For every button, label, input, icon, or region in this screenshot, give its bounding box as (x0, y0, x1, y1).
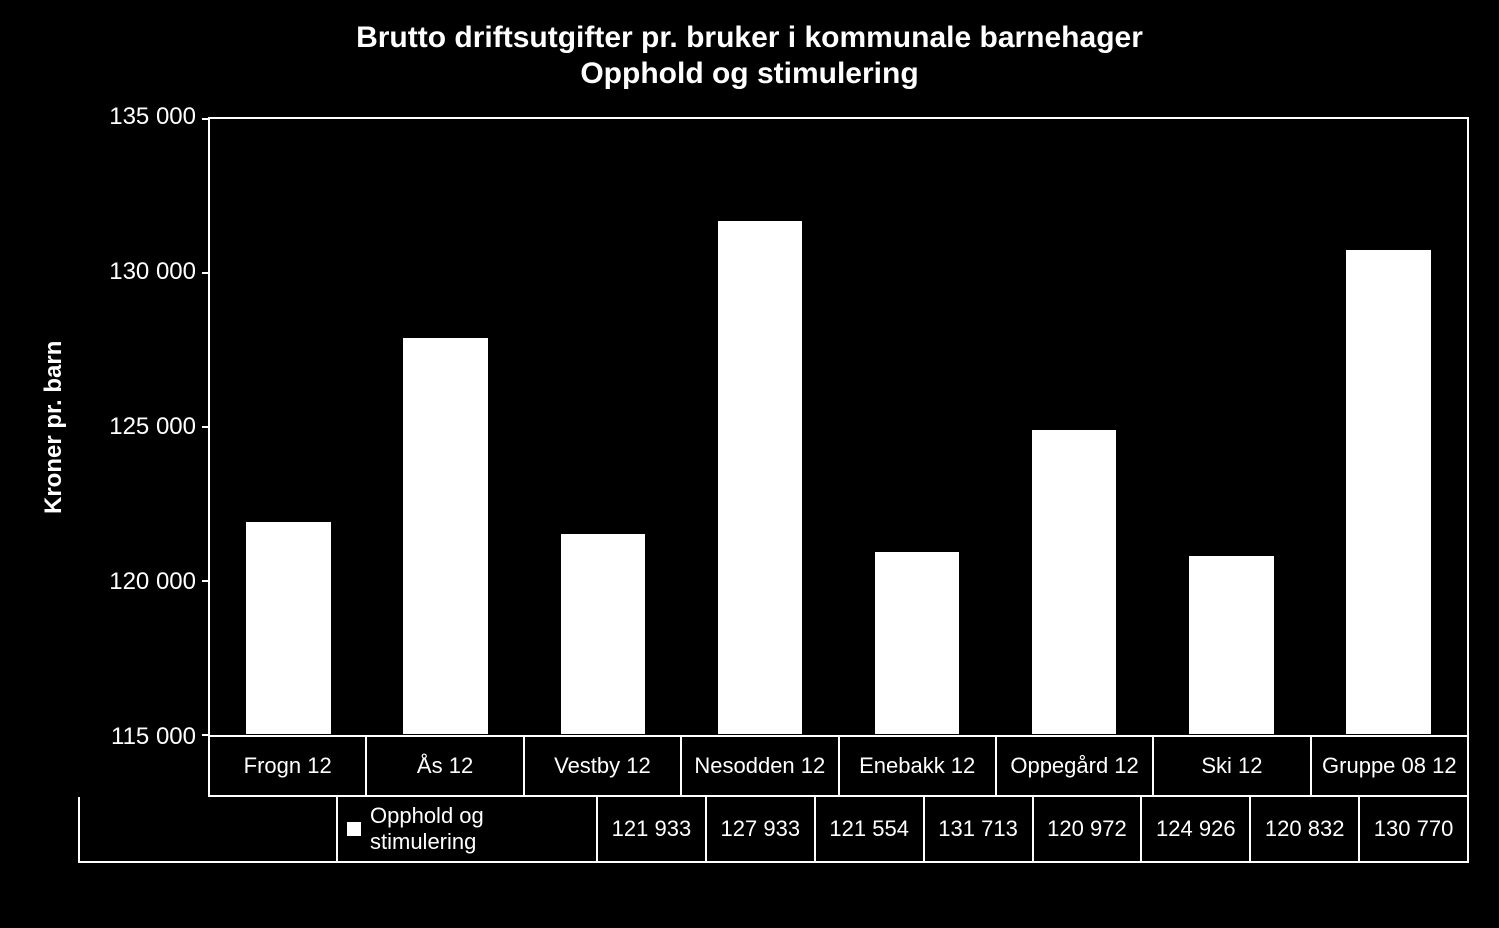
y-tick-mark (202, 580, 210, 582)
bar-slot (681, 119, 838, 735)
y-tick-label: 130 000 (109, 258, 196, 286)
y-tick-label: 135 000 (109, 103, 196, 131)
axis-area: 115 000120 000125 000130 000135 000 (78, 117, 1469, 737)
y-tick-mark (202, 426, 210, 428)
series-legend: Opphold og stimulering (338, 797, 598, 861)
title-line-1: Brutto driftsutgifter pr. bruker i kommu… (30, 20, 1469, 56)
y-tick-mark (202, 272, 210, 274)
y-tick-label: 125 000 (109, 413, 196, 441)
data-cell: 124 926 (1140, 797, 1249, 861)
bar (245, 521, 331, 735)
y-ticks: 115 000120 000125 000130 000135 000 (78, 117, 208, 737)
y-tick-mark (202, 118, 210, 120)
legend-swatch-icon (346, 821, 362, 837)
x-tick-labels: Frogn 12Ås 12Vestby 12Nesodden 12Enebakk… (208, 737, 1469, 797)
bar (560, 533, 646, 735)
bar (402, 337, 488, 735)
y-tick-label: 115 000 (111, 723, 196, 751)
x-tick-label: Ås 12 (365, 737, 522, 795)
plot-wrapper: Kroner pr. barn 115 000 120 000 125 000 130… (30, 117, 1469, 867)
y-tick-mark (202, 734, 210, 736)
x-tick-label: Gruppe 08 12 (1310, 737, 1467, 795)
series-legend-label: Opphold og stimulering (370, 803, 588, 855)
data-cell: 121 554 (814, 797, 923, 861)
x-tick-label: Frogn 12 (210, 737, 365, 795)
plot-body: 115 000120 000125 000130 000135 000 Frog… (78, 117, 1469, 867)
data-row: Opphold og stimulering 121 933127 933121… (338, 797, 1469, 863)
bar-slot (996, 119, 1153, 735)
y-tick-label: 120 000 (109, 568, 196, 596)
x-ticks-row: Frogn 12Ås 12Vestby 12Nesodden 12Enebakk… (78, 737, 1469, 797)
chart-title: Brutto driftsutgifter pr. bruker i kommu… (30, 20, 1469, 92)
y-axis-label: Kroner pr. barn (30, 117, 78, 737)
bar-slot (367, 119, 524, 735)
chart-container: Brutto driftsutgifter pr. bruker i kommu… (0, 0, 1499, 928)
data-cell: 127 933 (705, 797, 814, 861)
bar (874, 551, 960, 735)
bar-slot (1153, 119, 1310, 735)
bar-slot (524, 119, 681, 735)
x-tick-label: Oppegård 12 (995, 737, 1152, 795)
title-line-2: Opphold og stimulering (30, 56, 1469, 92)
data-cell: 130 770 (1358, 797, 1467, 861)
x-tick-label: Ski 12 (1152, 737, 1309, 795)
spacer (78, 797, 338, 863)
bar-slot (210, 119, 367, 735)
x-tick-label: Vestby 12 (523, 737, 680, 795)
data-table-row: Opphold og stimulering 121 933127 933121… (78, 797, 1469, 863)
data-cells: 121 933127 933121 554131 713120 972124 9… (598, 797, 1467, 861)
bar-slot (1310, 119, 1467, 735)
data-cell: 120 972 (1032, 797, 1141, 861)
data-cell: 120 832 (1249, 797, 1358, 861)
bar (717, 220, 803, 735)
bar (1345, 249, 1431, 735)
bar (1188, 555, 1274, 735)
data-cell: 121 933 (598, 797, 705, 861)
bar-slot (839, 119, 996, 735)
y-tick-marks (202, 119, 210, 735)
x-tick-label: Nesodden 12 (680, 737, 837, 795)
x-tick-label: Enebakk 12 (838, 737, 995, 795)
data-cell: 131 713 (923, 797, 1032, 861)
bars-area (210, 119, 1467, 735)
plot-box (208, 117, 1469, 737)
bar (1031, 429, 1117, 735)
